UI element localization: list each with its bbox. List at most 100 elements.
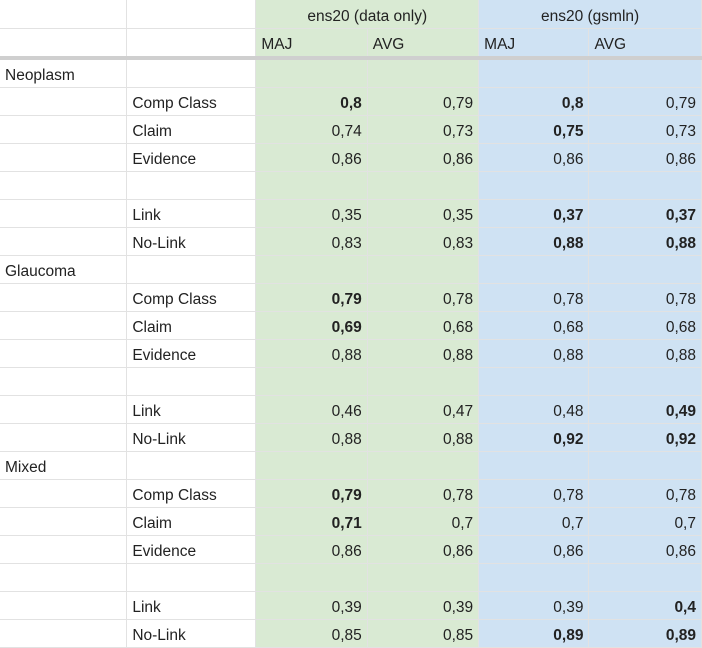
row-label-cell[interactable] [126, 58, 257, 88]
section-cell[interactable] [0, 339, 128, 368]
value-cell[interactable] [367, 451, 480, 480]
section-cell[interactable] [0, 507, 128, 536]
row-label-cell[interactable]: No-Link [126, 619, 257, 648]
row-label-cell[interactable]: Comp Class [126, 87, 257, 116]
row-label-cell[interactable]: No-Link [126, 423, 257, 452]
value-cell[interactable] [255, 451, 368, 480]
value-cell[interactable]: 0,7 [367, 507, 480, 536]
value-cell[interactable] [255, 255, 368, 284]
value-cell[interactable]: 0,83 [367, 227, 480, 256]
value-cell[interactable]: 0,78 [478, 283, 590, 312]
section-cell[interactable] [0, 143, 128, 172]
metric-header-maj-2[interactable]: MAJ [478, 28, 590, 60]
value-cell[interactable]: 0,86 [588, 535, 702, 564]
value-cell[interactable]: 0,35 [367, 199, 480, 228]
row-label-cell[interactable]: Comp Class [126, 283, 257, 312]
value-cell[interactable] [588, 367, 702, 396]
value-cell[interactable]: 0,79 [367, 87, 480, 116]
value-cell[interactable] [478, 367, 590, 396]
value-cell[interactable]: 0,79 [255, 283, 368, 312]
value-cell[interactable]: 0,71 [255, 507, 368, 536]
value-cell[interactable]: 0,88 [255, 339, 368, 368]
group-header-gsmln[interactable]: ens20 (gsmln) [478, 0, 702, 29]
value-cell[interactable]: 0,68 [367, 311, 480, 340]
section-cell[interactable] [0, 563, 128, 592]
value-cell[interactable]: 0,48 [478, 395, 590, 424]
value-cell[interactable]: 0,37 [588, 199, 702, 228]
value-cell[interactable]: 0,75 [478, 115, 590, 144]
section-cell[interactable] [0, 367, 128, 396]
row-label-cell[interactable]: Claim [126, 115, 257, 144]
value-cell[interactable]: 0,7 [588, 507, 702, 536]
value-cell[interactable]: 0,74 [255, 115, 368, 144]
value-cell[interactable] [255, 367, 368, 396]
section-cell[interactable] [0, 619, 128, 648]
cell[interactable] [0, 28, 128, 60]
value-cell[interactable]: 0,78 [367, 283, 480, 312]
value-cell[interactable]: 0,86 [478, 143, 590, 172]
row-label-cell[interactable]: Comp Class [126, 479, 257, 508]
value-cell[interactable] [478, 451, 590, 480]
value-cell[interactable]: 0,88 [588, 339, 702, 368]
value-cell[interactable]: 0,86 [478, 535, 590, 564]
row-label-cell[interactable]: Link [126, 199, 257, 228]
section-cell[interactable]: Neoplasm [0, 58, 128, 88]
value-cell[interactable] [478, 171, 590, 200]
section-cell[interactable] [0, 115, 128, 144]
value-cell[interactable]: 0,89 [478, 619, 590, 648]
value-cell[interactable]: 0,73 [367, 115, 480, 144]
value-cell[interactable]: 0,68 [588, 311, 702, 340]
section-cell[interactable] [0, 395, 128, 424]
section-cell[interactable] [0, 87, 128, 116]
value-cell[interactable] [367, 367, 480, 396]
value-cell[interactable]: 0,79 [255, 479, 368, 508]
value-cell[interactable] [588, 255, 702, 284]
value-cell[interactable]: 0,88 [367, 339, 480, 368]
value-cell[interactable] [588, 171, 702, 200]
section-cell[interactable] [0, 479, 128, 508]
value-cell[interactable]: 0,88 [588, 227, 702, 256]
value-cell[interactable]: 0,78 [478, 479, 590, 508]
value-cell[interactable] [478, 58, 590, 88]
value-cell[interactable]: 0,86 [588, 143, 702, 172]
value-cell[interactable]: 0,69 [255, 311, 368, 340]
value-cell[interactable]: 0,86 [367, 535, 480, 564]
cell[interactable] [126, 0, 257, 29]
value-cell[interactable]: 0,78 [588, 283, 702, 312]
metric-header-avg-1[interactable]: AVG [367, 28, 480, 60]
value-cell[interactable]: 0,8 [478, 87, 590, 116]
value-cell[interactable] [367, 563, 480, 592]
metric-header-maj-1[interactable]: MAJ [255, 28, 368, 60]
value-cell[interactable] [367, 255, 480, 284]
value-cell[interactable]: 0,73 [588, 115, 702, 144]
value-cell[interactable]: 0,78 [367, 479, 480, 508]
row-label-cell[interactable]: Claim [126, 507, 257, 536]
value-cell[interactable] [588, 563, 702, 592]
section-cell[interactable] [0, 283, 128, 312]
value-cell[interactable]: 0,49 [588, 395, 702, 424]
value-cell[interactable]: 0,35 [255, 199, 368, 228]
value-cell[interactable]: 0,46 [255, 395, 368, 424]
value-cell[interactable]: 0,39 [255, 591, 368, 620]
cell[interactable] [126, 28, 257, 60]
row-label-cell[interactable]: Claim [126, 311, 257, 340]
value-cell[interactable]: 0,8 [255, 87, 368, 116]
value-cell[interactable] [367, 58, 480, 88]
section-cell[interactable] [0, 535, 128, 564]
row-label-cell[interactable] [126, 367, 257, 396]
value-cell[interactable]: 0,86 [255, 143, 368, 172]
value-cell[interactable] [588, 451, 702, 480]
section-cell[interactable] [0, 311, 128, 340]
value-cell[interactable]: 0,39 [367, 591, 480, 620]
value-cell[interactable]: 0,92 [588, 423, 702, 452]
section-cell[interactable] [0, 227, 128, 256]
value-cell[interactable]: 0,92 [478, 423, 590, 452]
value-cell[interactable]: 0,7 [478, 507, 590, 536]
value-cell[interactable] [255, 58, 368, 88]
value-cell[interactable] [478, 255, 590, 284]
value-cell[interactable]: 0,83 [255, 227, 368, 256]
section-cell[interactable] [0, 199, 128, 228]
section-cell[interactable] [0, 591, 128, 620]
row-label-cell[interactable] [126, 451, 257, 480]
value-cell[interactable]: 0,79 [588, 87, 702, 116]
